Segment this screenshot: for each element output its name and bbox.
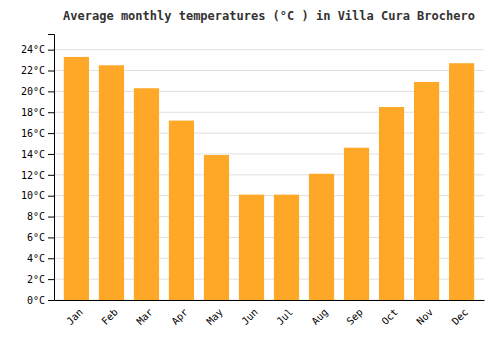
y-tick-mark — [48, 196, 54, 197]
x-tick-label: Aug — [309, 306, 330, 327]
y-tick: 6°C — [27, 232, 54, 243]
y-tick-mark — [48, 133, 54, 134]
chart-svg: 0°C 2°C 4°C 6°C 8°C 10°C 12°C 14°C 16°C 18°C 20°C 2… — [0, 0, 500, 350]
x-tick-label: Nov — [415, 306, 436, 327]
y-tick-mark — [48, 217, 54, 218]
y-tick-label: 20°C — [21, 86, 45, 97]
y-tick: 8°C — [27, 211, 54, 222]
x-axis-line — [55, 300, 485, 301]
y-tick-label: 12°C — [21, 170, 45, 181]
y-tick-mark — [48, 237, 54, 238]
bar — [274, 195, 299, 300]
x-tick-label: Oct — [379, 306, 400, 327]
x-tick: Nov — [415, 306, 436, 327]
y-tick: 22°C — [21, 65, 54, 76]
y-tick-mark — [48, 112, 54, 113]
y-tick-label: 2°C — [27, 274, 45, 285]
chart-title: Average monthly temperatures (°C ) in Vi… — [63, 9, 475, 23]
x-tick: Aug — [309, 306, 330, 327]
y-tick: 10°C — [21, 190, 54, 201]
y-tick-label: 14°C — [21, 149, 45, 160]
y-tick: 18°C — [21, 107, 54, 118]
y-tick-mark — [48, 279, 54, 280]
y-tick: 2°C — [27, 274, 54, 285]
y-tick: 14°C — [21, 149, 54, 160]
y-tick: 0°C — [27, 295, 54, 306]
x-tick-label: Jan — [64, 306, 85, 327]
x-tick: Jan — [64, 306, 85, 327]
y-tick-label: 10°C — [21, 190, 45, 201]
y-tick-label: 24°C — [21, 44, 45, 55]
y-tick-mark — [48, 71, 54, 72]
bar — [204, 155, 229, 300]
bar — [239, 195, 264, 300]
y-tick-label: 8°C — [27, 211, 45, 222]
bar — [379, 107, 404, 300]
bar — [344, 148, 369, 300]
x-tick: Jun — [239, 306, 260, 327]
y-tick: 20°C — [21, 86, 54, 97]
y-axis: 0°C 2°C 4°C 6°C 8°C 10°C 12°C 14°C 16°C 18°C 20°C 2… — [21, 35, 55, 306]
x-tick-label: May — [204, 306, 225, 327]
y-tick-mark — [48, 300, 54, 301]
x-tick: Jul — [274, 306, 295, 327]
chart-container: 0°C 2°C 4°C 6°C 8°C 10°C 12°C 14°C 16°C 18°C 20°C 2… — [0, 0, 500, 350]
y-tick-mark — [48, 175, 54, 176]
x-tick: Sep — [344, 306, 365, 327]
x-tick-label: Mar — [134, 306, 155, 327]
y-tick-label: 16°C — [21, 128, 45, 139]
x-tick: Apr — [169, 306, 190, 327]
y-tick-mark — [48, 91, 54, 92]
y-tick: 4°C — [27, 253, 54, 264]
bars — [64, 57, 474, 300]
x-tick: Oct — [379, 306, 400, 327]
y-tick-mark — [48, 258, 54, 259]
bar — [309, 174, 334, 300]
x-tick-label: Apr — [169, 306, 190, 327]
x-tick-label: Dec — [450, 306, 471, 327]
x-axis: Jan Feb Mar Apr May Jun Jul Aug Sep Oct Nov Dec — [55, 301, 485, 327]
grid — [54, 50, 484, 300]
bar — [169, 121, 194, 300]
x-tick-label: Feb — [99, 306, 120, 327]
x-tick-label: Sep — [344, 306, 365, 327]
y-tick-label: 6°C — [27, 232, 45, 243]
y-tick-mark — [48, 50, 54, 51]
x-tick: Dec — [450, 306, 471, 327]
y-tick-label: 4°C — [27, 253, 45, 264]
grid-line — [54, 49, 484, 50]
y-tick-label: 0°C — [27, 295, 45, 306]
bar — [134, 88, 159, 300]
bar — [99, 65, 124, 300]
bar — [449, 63, 474, 300]
x-tick-label: Jun — [239, 306, 260, 327]
x-tick: Mar — [134, 306, 155, 327]
y-axis-line — [48, 35, 55, 301]
y-tick-label: 18°C — [21, 107, 45, 118]
y-tick-label: 22°C — [21, 65, 45, 76]
y-tick: 12°C — [21, 170, 54, 181]
y-tick-mark — [48, 154, 54, 155]
y-tick: 16°C — [21, 128, 54, 139]
x-tick: May — [204, 306, 225, 327]
bar — [64, 57, 89, 300]
x-tick: Feb — [99, 306, 120, 327]
y-tick: 24°C — [21, 44, 54, 55]
x-tick-label: Jul — [274, 306, 295, 327]
bar — [414, 82, 439, 300]
